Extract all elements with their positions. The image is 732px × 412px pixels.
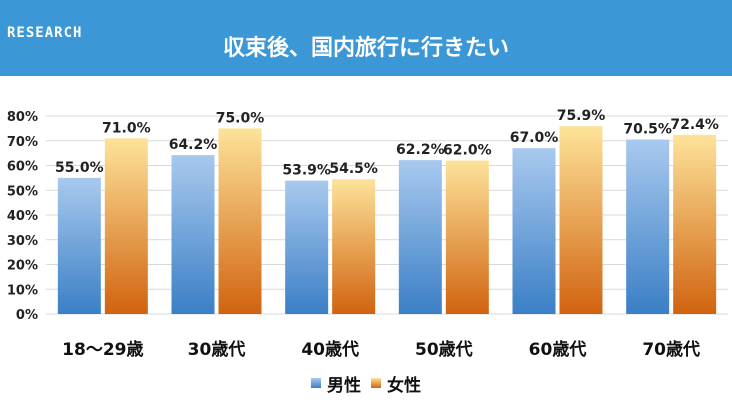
y-tick-label: 60% [7, 160, 38, 175]
chart-title: 収束後、国内旅行に行きたい [222, 36, 509, 61]
x-category-label: 40歳代 [301, 339, 359, 360]
x-category-label: 30歳代 [188, 339, 246, 360]
legend-item-female: 女性 [371, 371, 421, 396]
bar-female [445, 160, 489, 314]
legend-label-male: 男性 [327, 375, 361, 396]
y-tick-label: 40% [7, 209, 38, 224]
data-label: 70.5% [623, 122, 672, 138]
data-label: 75.9% [557, 108, 606, 124]
y-tick-label: 80% [7, 110, 38, 125]
data-label: 54.5% [329, 161, 378, 177]
legend-swatch-female [371, 378, 381, 388]
y-tick-label: 20% [7, 259, 38, 274]
data-label: 75.0% [216, 110, 265, 126]
bar-female [104, 138, 148, 314]
x-category-label: 50歳代 [415, 339, 473, 360]
header-banner: RESEARCH 収束後、国内旅行に行きたい [0, 0, 732, 76]
y-tick-label: 30% [7, 234, 38, 249]
bar-female [332, 179, 376, 314]
bar-female [218, 128, 262, 314]
data-label: 64.2% [169, 137, 218, 153]
bar-chart: 0% 10% 20% 30% 40% 50% 60% 70% 80% 55.0% 71.0% 18〜… [7, 108, 728, 360]
bar-male [398, 160, 442, 314]
legend: 男性 女性 [0, 371, 732, 396]
bar-male [512, 148, 556, 314]
data-label: 72.4% [670, 117, 719, 133]
x-category-label: 70歳代 [642, 339, 700, 360]
y-tick-label: 10% [7, 283, 38, 298]
x-category-label: 18〜29歳 [62, 339, 143, 360]
data-label: 62.2% [396, 142, 445, 158]
y-tick-label: 50% [7, 184, 38, 199]
legend-swatch-male [311, 378, 321, 388]
label-layer: 55.0% 71.0% 18〜29歳 64.2% 75.0% 30歳代 53.9%54.5%… [55, 108, 719, 360]
bar-female [673, 134, 717, 314]
y-tick-label: 70% [7, 135, 38, 150]
data-label: 53.9% [282, 163, 331, 179]
bar-layer [57, 126, 717, 315]
bar-male [626, 139, 670, 314]
bar-male [57, 177, 101, 314]
bar-male [171, 155, 215, 314]
data-label: 67.0% [510, 130, 559, 146]
research-badge: RESEARCH [7, 25, 83, 41]
bar-male [285, 180, 329, 314]
data-label: 62.0% [443, 143, 492, 159]
grid-layer: 0% 10% 20% 30% 40% 50% 60% 70% 80% [7, 110, 728, 323]
data-label: 55.0% [55, 160, 104, 176]
x-category-label: 60歳代 [529, 339, 587, 360]
bar-female [559, 126, 603, 315]
legend-item-male: 男性 [311, 371, 361, 396]
y-tick-label: 0% [16, 308, 38, 323]
legend-label-female: 女性 [387, 375, 421, 396]
data-label: 71.0% [102, 120, 151, 136]
